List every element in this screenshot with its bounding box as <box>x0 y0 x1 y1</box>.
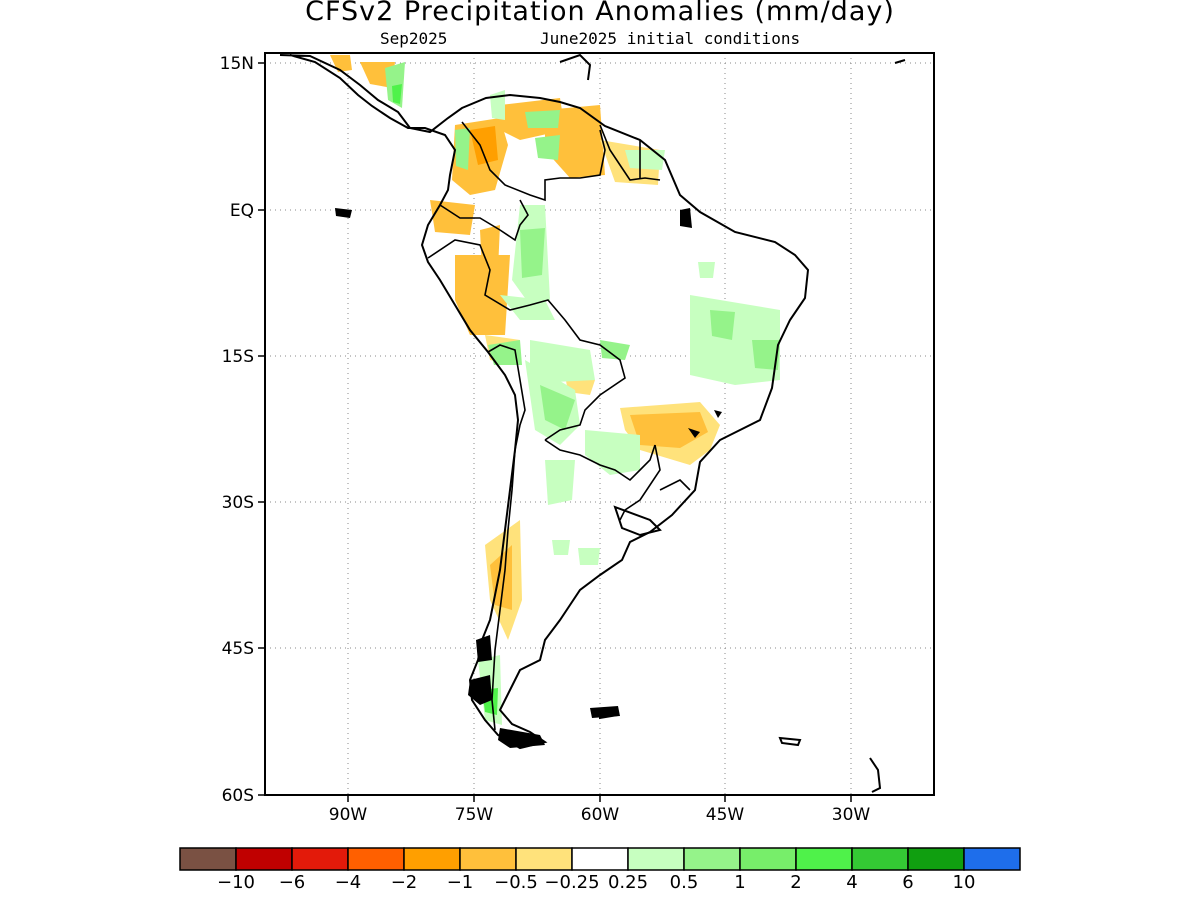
colorbar-label: −6 <box>279 872 306 893</box>
colorbar-label: 0.25 <box>608 872 648 893</box>
colorbar-swatch <box>459 847 517 871</box>
lat-label: 30S <box>222 493 254 513</box>
latitude-labels: 15N EQ 15S 30S 45S 60S <box>220 54 254 806</box>
colorbar-label: 10 <box>953 872 976 893</box>
lon-label: 90W <box>329 805 368 825</box>
colorbar-label: −0.25 <box>544 872 599 893</box>
colorbar-swatch <box>347 847 405 871</box>
country-borders <box>427 121 691 731</box>
colorbar-label: −2 <box>391 872 418 893</box>
colorbar-label: −10 <box>217 872 255 893</box>
colorbar-swatch <box>795 847 853 871</box>
lat-label: 15S <box>222 347 254 367</box>
colorbar-label: −4 <box>335 872 362 893</box>
lat-label: EQ <box>230 201 254 221</box>
lat-label: 45S <box>222 639 254 659</box>
colorbar: −10 −6 −4 −2 −1 −0.5 −0.25 0.25 0.5 1 2 4 6 10 <box>179 847 1021 893</box>
longitude-labels: 90W 75W 60W 45W 30W <box>329 805 871 825</box>
colorbar-swatch <box>291 847 349 871</box>
colorbar-swatch <box>851 847 909 871</box>
colorbar-swatch <box>963 847 1021 871</box>
colorbar-label: −0.5 <box>494 872 538 893</box>
dry-anomaly-shading <box>330 55 720 640</box>
map-plot-area <box>265 53 934 795</box>
wet-anomaly-shading <box>385 62 780 725</box>
colorbar-swatch <box>571 847 629 871</box>
gridlines <box>265 53 934 795</box>
lat-label: 15N <box>220 54 254 74</box>
colorbar-swatch <box>403 847 461 871</box>
lon-label: 45W <box>706 805 745 825</box>
colorbar-label: 0.5 <box>670 872 699 893</box>
lon-label: 75W <box>455 805 494 825</box>
axis-ticks <box>258 62 852 802</box>
map-title: CFSv2 Precipitation Anomalies (mm/day) <box>305 0 895 27</box>
colorbar-label: 1 <box>734 872 745 893</box>
colorbar-swatch <box>739 847 797 871</box>
colorbar-label: −1 <box>447 872 474 893</box>
colorbar-swatch <box>683 847 741 871</box>
lon-label: 30W <box>832 805 871 825</box>
colorbar-swatch <box>627 847 685 871</box>
colorbar-label: 6 <box>902 872 913 893</box>
lat-label: 60S <box>222 786 254 806</box>
colorbar-swatch <box>179 847 237 871</box>
colorbar-label: 4 <box>846 872 857 893</box>
colorbar-label: 2 <box>790 872 801 893</box>
lon-label: 60W <box>581 805 620 825</box>
colorbar-swatch <box>515 847 573 871</box>
colorbar-swatch <box>235 847 293 871</box>
init-conditions-label: June2025 initial conditions <box>540 29 801 48</box>
colorbar-swatch <box>907 847 965 871</box>
islands <box>335 208 722 748</box>
valid-month-label: Sep2025 <box>380 29 448 48</box>
